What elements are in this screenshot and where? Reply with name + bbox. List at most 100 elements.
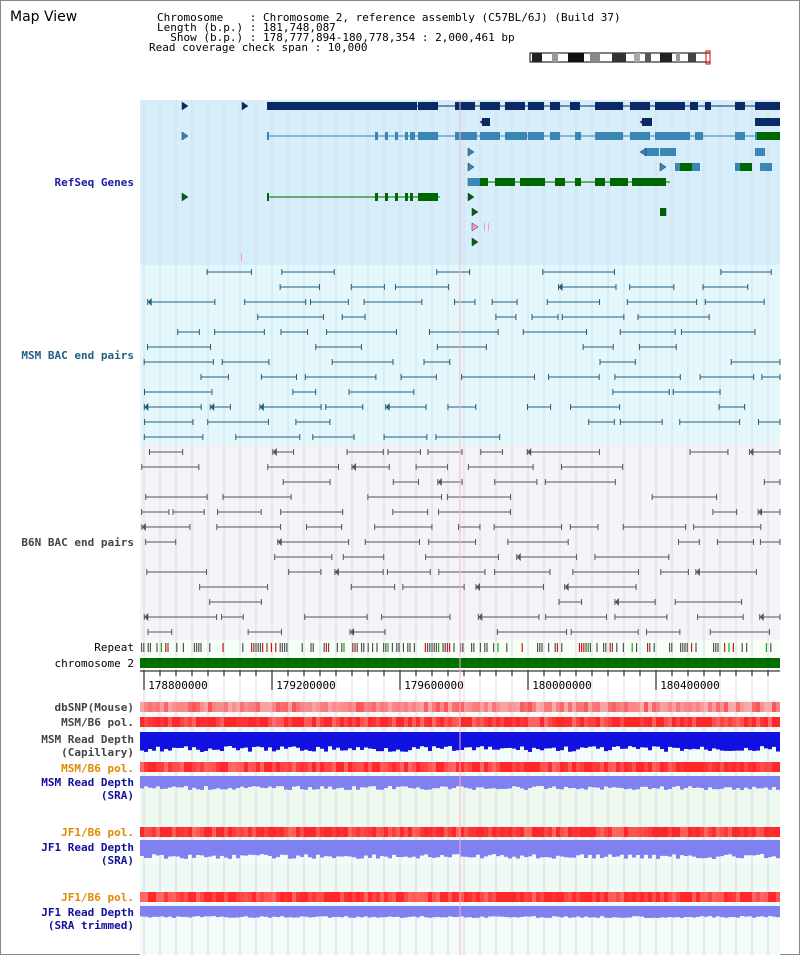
repeat-element: [141, 643, 143, 652]
jf1-trimmed-depth-bar: [576, 906, 580, 917]
jf1-b6-pol2-heat-cell: [648, 892, 652, 902]
msm-sra-depth-bar: [268, 776, 272, 787]
repeat-element: [717, 643, 719, 652]
jf1-b6-pol2-heat-cell: [696, 892, 700, 902]
jf1-b6-pol2-heat-cell: [772, 892, 776, 902]
jf1-trimmed-depth-bar: [484, 906, 488, 918]
jf1-b6-pol2-heat-cell: [616, 892, 620, 902]
chromosome-ideogram[interactable]: [529, 50, 711, 65]
refseq-gene-models[interactable]: [181, 101, 780, 261]
msm-b6-pol2-heat-cell: [508, 762, 512, 772]
jf1-trimmed-depth-bar: [288, 906, 292, 918]
jf1-trimmed-depth-bar: [356, 906, 360, 917]
jf1-trimmed-depth-bar: [676, 906, 680, 918]
jf1-b6-pol2-heat-cell: [276, 892, 280, 902]
msm-sra-depth-bar: [440, 776, 444, 787]
msm-capillary-depth-bar: [692, 732, 696, 749]
msm-capillary-depth-bar: [504, 732, 508, 749]
msm-b6-pol-heat-cell: [468, 717, 472, 727]
coverage-heatmaps[interactable]: [140, 702, 780, 918]
msm-b6-pol2-heat-cell: [324, 762, 328, 772]
repeat-element: [680, 643, 682, 652]
jf1-b6-pol2-heat-cell: [524, 892, 528, 902]
msm-b6-pol2-heat-cell: [500, 762, 504, 772]
b6n-bac-pairs[interactable]: [141, 448, 781, 636]
jf1-trimmed-depth-bar: [428, 906, 432, 918]
jf1-b6-pol-heat-cell: [524, 827, 528, 837]
jf1-b6-pol2-heat-cell: [448, 892, 452, 902]
msm-sra-depth-bar: [660, 776, 664, 787]
jf1-b6-pol2-heat-cell: [600, 892, 604, 902]
jf1-b6-pol2-heat-cell: [552, 892, 556, 902]
dbsnp-heat-cell: [336, 702, 340, 712]
repeat-element: [222, 643, 224, 652]
dbsnp-heat-cell: [156, 702, 160, 712]
dbsnp-heat-cell: [380, 702, 384, 712]
jf1-trimmed-depth-bar: [752, 906, 756, 918]
msm-capillary-depth-bar: [488, 732, 492, 747]
jf1-trimmed-depth-bar: [688, 906, 692, 918]
jf1-b6-pol2-heat-cell: [632, 892, 636, 902]
msm-b6-pol2-heat-cell: [568, 762, 572, 772]
msm-b6-pol2-heat-cell: [656, 762, 660, 772]
jf1-b6-pol2-heat-cell: [308, 892, 312, 902]
msm-sra-depth-bar: [160, 776, 164, 789]
msm-b6-pol-heat-cell: [188, 717, 192, 727]
msm-sra-depth-bar: [744, 776, 748, 788]
jf1-b6-pol2-heat-cell: [700, 892, 704, 902]
jf1-trimmed-depth-bar: [284, 906, 288, 918]
jf1-b6-pol2-heat-cell: [464, 892, 468, 902]
jf1-sra-depth-bar: [752, 840, 756, 856]
jf1-b6-pol2-heat-cell: [728, 892, 732, 902]
jf1-b6-pol-heat-cell: [568, 827, 572, 837]
msm-sra-depth-bar: [536, 776, 540, 787]
jf1-b6-pol-heat-cell: [372, 827, 376, 837]
repeat-element: [409, 643, 411, 652]
gene-exon: [455, 102, 475, 110]
msm-sra-depth-bar: [552, 776, 556, 787]
ideogram-band: [552, 53, 558, 62]
jf1-b6-pol-heat-cell: [672, 827, 676, 837]
dbsnp-heat-cell: [344, 702, 348, 712]
jf1-trimmed-depth-bar: [548, 906, 552, 918]
msm-sra-depth-bar: [564, 776, 568, 787]
bac-end-arrow: [272, 448, 277, 456]
gene-strand-arrow: [181, 101, 189, 111]
jf1-trimmed-depth-bar: [672, 906, 676, 918]
jf1-b6-pol2-heat-cell: [476, 892, 480, 902]
bac-end-arrow: [516, 553, 521, 561]
jf1-b6-pol2-heat-cell: [396, 892, 400, 902]
gene-exon: [468, 178, 480, 186]
length-info: Length (b.p.) : 181,748,087: [157, 21, 336, 34]
jf1-b6-pol-heat-cell: [616, 827, 620, 837]
msm-sra-depth-bar: [544, 776, 548, 789]
dbsnp-heat-cell: [668, 702, 672, 712]
jf1-b6-pol2-heat-cell: [192, 892, 196, 902]
jf1-b6-pol-heat-cell: [152, 827, 156, 837]
msm-sra-depth-bar: [508, 776, 512, 789]
msm-sra-depth-bar: [752, 776, 756, 787]
msm-bac-pairs[interactable]: [143, 269, 781, 440]
gene-exon: [395, 132, 398, 140]
msm-capillary-depth-bar: [672, 732, 676, 748]
msm-capillary-depth-bar: [192, 732, 196, 748]
jf1-sra-depth-bar: [324, 840, 328, 857]
dbsnp-heat-cell: [288, 702, 292, 712]
gene-exon: [418, 193, 438, 201]
jf1-b6-pol-heat-cell: [260, 827, 264, 837]
jf1-trimmed-depth-bar: [728, 906, 732, 918]
msm-capillary-depth-bar: [176, 732, 180, 749]
msm-b6-pol2-heat-cell: [368, 762, 372, 772]
msm-b6-pol-heat-cell: [276, 717, 280, 727]
msm-b6-pol2-heat-cell: [620, 762, 624, 772]
msm-b6-pol-heat-cell: [280, 717, 284, 727]
repeat-track[interactable]: [141, 643, 772, 652]
bac-end-arrow: [437, 478, 442, 486]
msm-sra-depth-bar: [464, 776, 468, 788]
jf1-b6-pol2-heat-cell: [688, 892, 692, 902]
msm-capillary-depth-bar: [492, 732, 496, 750]
gene-exon: [735, 102, 745, 110]
msm-b6-pol-heat-cell: [340, 717, 344, 727]
msm-sra-depth-bar: [480, 776, 484, 788]
